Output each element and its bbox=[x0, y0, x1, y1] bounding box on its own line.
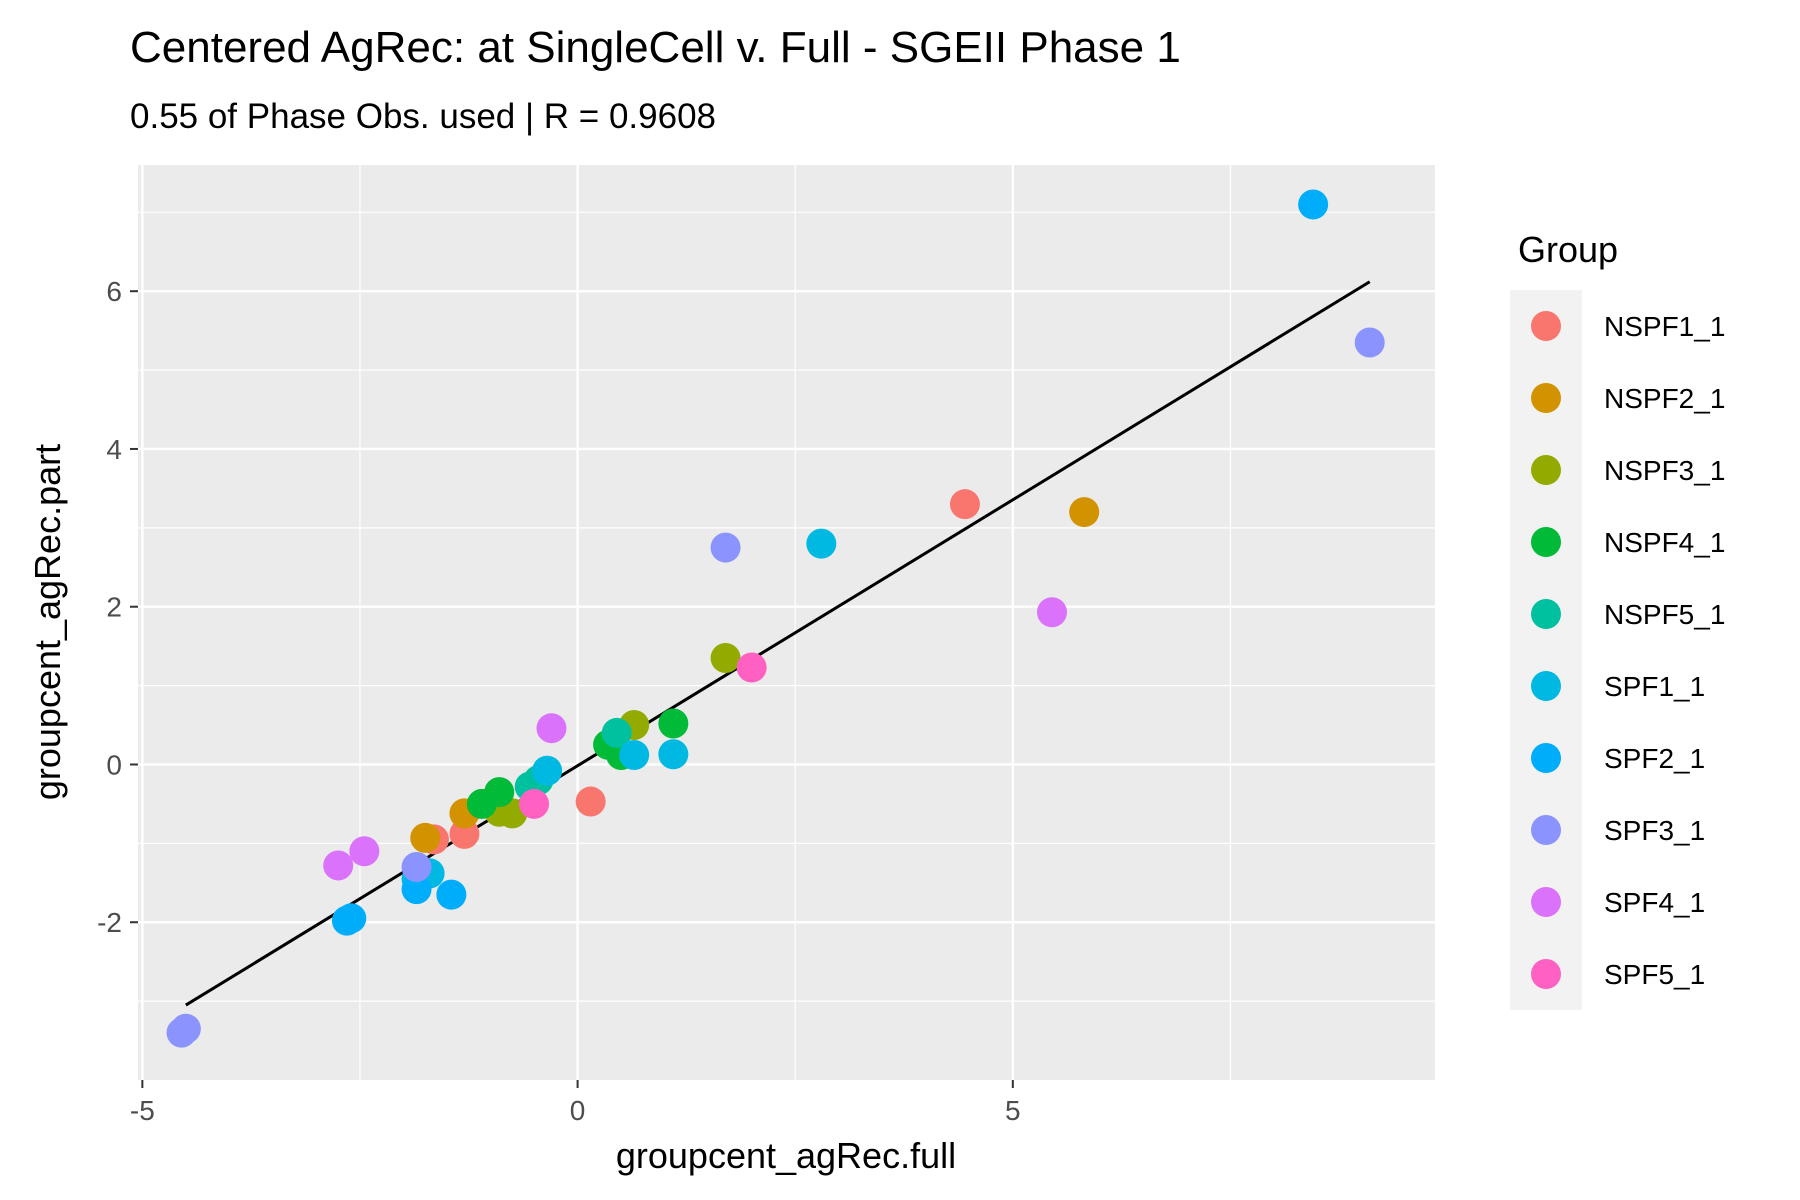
plot-panel bbox=[138, 165, 1435, 1080]
x-tick-label: 0 bbox=[570, 1095, 586, 1126]
major-gridlines bbox=[138, 165, 1435, 1080]
legend-key bbox=[1531, 887, 1561, 917]
data-point bbox=[949, 489, 980, 520]
legend-key bbox=[1531, 959, 1561, 989]
data-point bbox=[166, 1017, 197, 1048]
legend-label: NSPF5_1 bbox=[1604, 599, 1725, 630]
legend-key bbox=[1531, 455, 1561, 485]
data-point bbox=[410, 822, 441, 853]
data-point bbox=[1036, 597, 1067, 628]
data-point bbox=[619, 740, 650, 771]
x-axis-title: groupcent_agRec.full bbox=[616, 1135, 956, 1176]
legend-key bbox=[1531, 671, 1561, 701]
data-point bbox=[401, 852, 432, 883]
data-point bbox=[736, 652, 767, 683]
legend-label: NSPF2_1 bbox=[1604, 383, 1725, 414]
data-point bbox=[349, 836, 380, 867]
y-axis-ticks: -2 0 2 4 6 bbox=[97, 276, 138, 938]
data-point bbox=[532, 755, 563, 786]
y-tick-label: 2 bbox=[106, 592, 122, 623]
data-point bbox=[601, 717, 632, 748]
legend-label: NSPF3_1 bbox=[1604, 455, 1725, 486]
legend-label: SPF4_1 bbox=[1604, 887, 1705, 918]
y-tick-label: 4 bbox=[106, 434, 122, 465]
data-point bbox=[710, 532, 741, 563]
data-points bbox=[166, 189, 1385, 1048]
data-point bbox=[323, 850, 354, 881]
data-point bbox=[806, 528, 837, 559]
x-tick-label: 5 bbox=[1005, 1095, 1021, 1126]
fit-line-group bbox=[185, 280, 1371, 1007]
data-point bbox=[710, 642, 741, 673]
legend-key bbox=[1531, 815, 1561, 845]
data-point bbox=[401, 874, 432, 905]
data-point bbox=[1354, 327, 1385, 358]
legend-label: SPF5_1 bbox=[1604, 959, 1705, 990]
legend-key bbox=[1531, 743, 1561, 773]
data-point bbox=[449, 818, 480, 849]
legend-label: SPF3_1 bbox=[1604, 815, 1705, 846]
data-point bbox=[575, 786, 606, 817]
legend-key bbox=[1531, 311, 1561, 341]
data-point bbox=[436, 879, 467, 910]
data-point bbox=[519, 788, 550, 819]
chart-subtitle: 0.55 of Phase Obs. used | R = 0.9608 bbox=[130, 97, 716, 136]
data-point bbox=[536, 713, 567, 744]
data-point bbox=[466, 788, 497, 819]
data-point bbox=[658, 739, 689, 770]
y-axis-title: groupcent_agRec.part bbox=[27, 444, 68, 800]
data-point bbox=[1069, 497, 1100, 528]
fit-line bbox=[185, 280, 1371, 1007]
chart-title: Centered AgRec: at SingleCell v. Full - … bbox=[130, 23, 1181, 72]
legend-label: NSPF4_1 bbox=[1604, 527, 1725, 558]
data-point bbox=[331, 905, 362, 936]
data-point bbox=[1298, 189, 1329, 220]
x-axis-ticks: -5 0 5 bbox=[130, 1080, 1021, 1126]
legend-key bbox=[1531, 383, 1561, 413]
legend-key bbox=[1531, 599, 1561, 629]
legend-label: SPF2_1 bbox=[1604, 743, 1705, 774]
data-point bbox=[658, 708, 689, 739]
y-tick-label: 0 bbox=[106, 749, 122, 780]
legend-title: Group bbox=[1518, 229, 1618, 270]
legend-label: SPF1_1 bbox=[1604, 671, 1705, 702]
y-tick-label: 6 bbox=[106, 276, 122, 307]
legend-key bbox=[1531, 527, 1561, 557]
x-tick-label: -5 bbox=[130, 1095, 155, 1126]
legend: NSPF1_1 NSPF2_1 NSPF3_1 NSPF4_1 NSPF5_1 SPF1_… bbox=[1510, 290, 1725, 1010]
y-tick-label: -2 bbox=[97, 907, 122, 938]
legend-label: NSPF1_1 bbox=[1604, 311, 1725, 342]
